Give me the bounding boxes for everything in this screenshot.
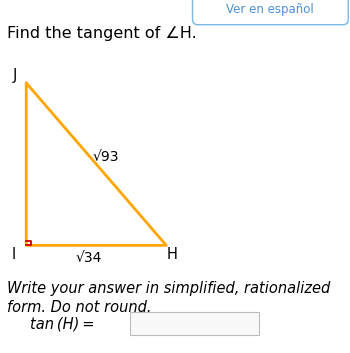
Text: tan (H) =: tan (H) = — [30, 316, 94, 331]
Text: J: J — [13, 68, 17, 83]
Text: Ver en español: Ver en español — [226, 3, 314, 16]
Text: Write your answer in simplified, rationalized
form. Do not round.: Write your answer in simplified, rationa… — [7, 281, 330, 316]
Text: H: H — [167, 247, 178, 262]
Text: √34: √34 — [76, 251, 103, 265]
Text: I: I — [11, 247, 15, 262]
Text: Find the tangent of ∠H.: Find the tangent of ∠H. — [7, 26, 197, 41]
FancyBboxPatch shape — [130, 312, 259, 335]
Text: √93: √93 — [93, 150, 119, 164]
FancyBboxPatch shape — [193, 0, 348, 25]
